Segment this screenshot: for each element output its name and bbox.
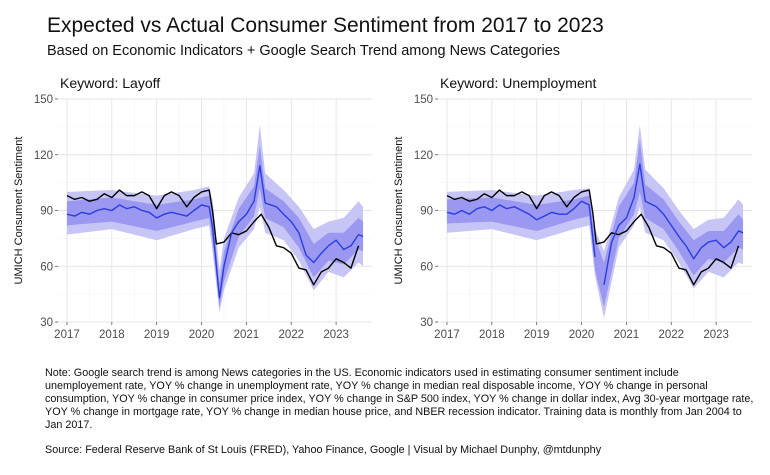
chart-svg-unemployment: 30 60 90 120 150 2017 2018 2019 2020 2021 2022 2023… [393,75,752,341]
chart2-ytick-label: 30 [420,317,433,329]
chart1-xtick-label: 2017 [54,329,80,341]
chart-title: Expected vs Actual Consumer Sentiment fr… [47,14,604,37]
footnote: Note: Google search trend is among News … [45,367,754,431]
chart2-band-inner [446,139,744,308]
chart1-ytick-label: 60 [40,261,53,273]
chart2-xtick-label: 2017 [434,329,460,341]
chart-panel-unemployment: 30 60 90 120 150 2017 2018 2019 2020 2021 2022 2023… [380,74,760,346]
chart2-xtick-label: 2020 [569,329,595,341]
chart1-ytick-label: 90 [40,206,53,218]
chart2-xtick-label: 2018 [479,329,505,341]
chart1-ytick-label: 150 [34,94,53,106]
chart1-xtick-label: 2021 [234,329,260,341]
chart-svg-layoff: 30 60 90 120 150 2017 2018 2019 2020 2021 2022 2023… [13,75,372,341]
chart-panel-layoff: 30 60 90 120 150 2017 2018 2019 2020 2021 2022 2023… [0,74,380,346]
chart2-xtick-label: 2023 [703,329,729,341]
chart1-xtick-label: 2023 [323,329,349,341]
chart-subtitle: Based on Economic Indicators + Google Se… [47,43,561,59]
chart2-xtick-label: 2019 [524,329,550,341]
chart1-ytick-label: 120 [34,150,53,162]
chart2-ytick-label: 150 [414,94,433,106]
chart2-series-expected [446,200,596,258]
source-credit: Source: Federal Reserve Bank of St Louis… [45,444,602,456]
chart2-panel-title: Keyword: Unemployment [440,75,597,91]
chart2-ytick-label: 60 [420,261,433,273]
chart1-xtick-label: 2018 [99,329,125,341]
chart1-series-actual [66,189,360,286]
chart1-series-expected [66,165,364,299]
chart1-ytick-label: 30 [40,317,53,329]
chart2-xtick-label: 2022 [658,329,684,341]
chart1-panel-title: Keyword: Layoff [60,75,160,91]
chart2-ytick-label: 90 [420,206,433,218]
chart1-xtick-label: 2022 [278,329,304,341]
chart2-y-axis-label: UMICH Consument Sentiment [393,137,405,285]
chart2-xtick-label: 2021 [614,329,640,341]
chart1-xtick-label: 2019 [144,329,170,341]
chart1-xtick-label: 2020 [189,329,215,341]
chart2-series-expected-after-break [603,163,744,285]
chart2-series-actual [446,189,740,286]
chart1-y-axis-label: UMICH Consument Sentiment [13,137,25,285]
chart2-ytick-label: 120 [414,150,433,162]
